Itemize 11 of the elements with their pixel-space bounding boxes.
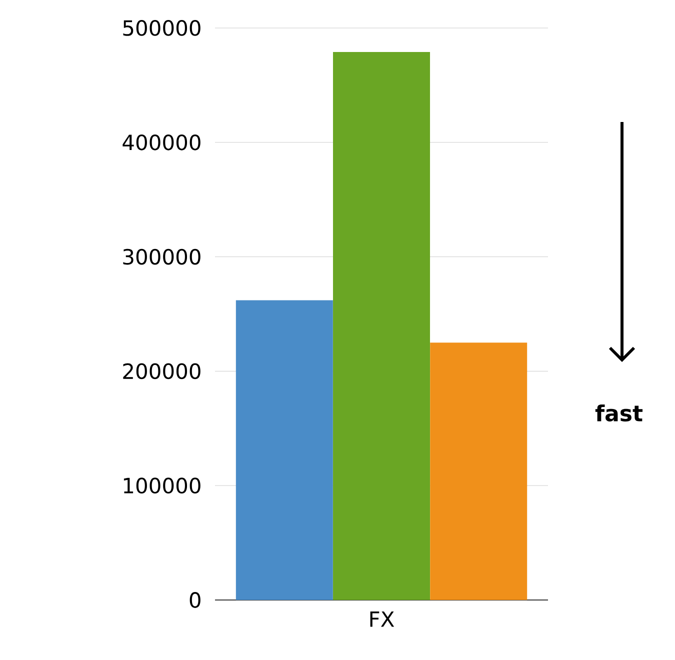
y-tick-label: 500000: [123, 20, 200, 36]
bar: [430, 342, 528, 600]
x-tick-label: FX: [370, 611, 394, 627]
y-tick-label: 0: [190, 592, 200, 608]
y-tick-label: 200000: [123, 363, 200, 380]
y-tick-label: 300000: [123, 248, 200, 265]
y-tick-label: 100000: [124, 478, 200, 494]
text: fast: [595, 404, 643, 422]
bar: [236, 300, 333, 600]
bar: [333, 52, 430, 600]
y-tick-label: 400000: [122, 134, 200, 150]
